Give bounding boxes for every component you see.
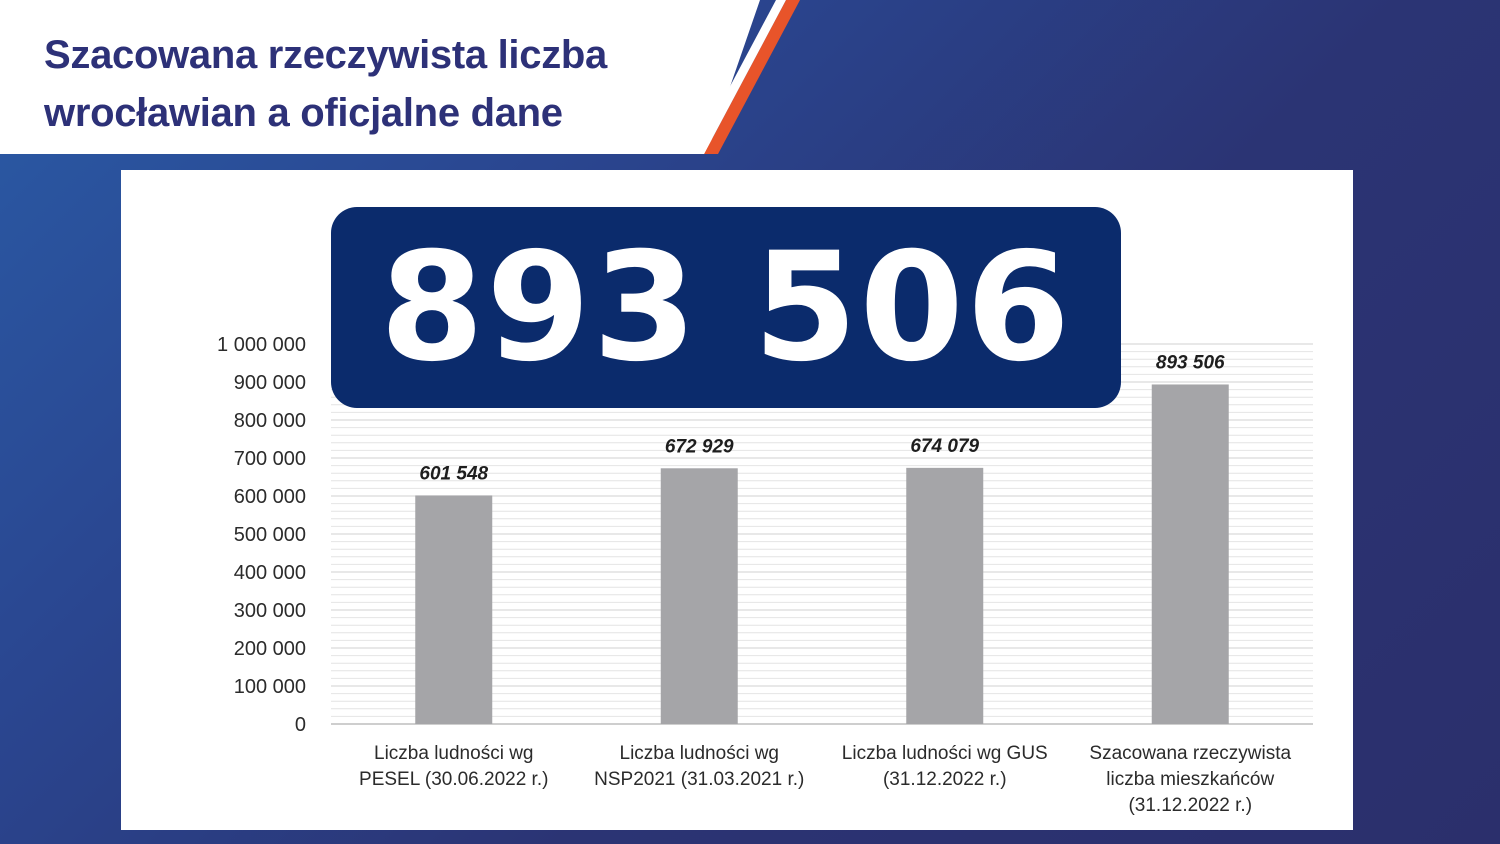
x-tick-label: Liczba ludności wg (620, 743, 779, 764)
bar (906, 467, 984, 724)
y-tick-label: 1 000 000 (217, 334, 306, 356)
title-band (0, 0, 760, 154)
x-tick-label: (31.12.2022 r.) (1128, 795, 1252, 816)
x-tick-label: liczba mieszkańców (1106, 769, 1274, 790)
highlight-number-box: 893 506 (331, 207, 1121, 408)
data-label: 672 929 (665, 436, 734, 457)
x-tick-label: PESEL (30.06.2022 r.) (359, 769, 548, 790)
y-tick-label: 600 000 (234, 486, 306, 508)
page-title: Szacowana rzeczywista liczba wrocławian … (44, 33, 607, 135)
data-label: 601 548 (419, 463, 488, 484)
accent-stripe-outer (704, 0, 800, 154)
chart-card: 0 100 000 200 000 300 000 400 000 500 000 600 … (121, 170, 1353, 830)
highlight-number: 893 506 (379, 220, 1073, 395)
x-tick-label: Liczba ludności wg GUS (842, 743, 1048, 764)
y-tick-label: 0 (295, 714, 306, 736)
y-tick-label: 400 000 (234, 562, 306, 584)
accent-stripes (694, 0, 800, 154)
accent-stripe-white (694, 0, 786, 154)
x-tick-label: Liczba ludności wg (374, 743, 533, 764)
y-tick-label: 200 000 (234, 638, 306, 660)
y-tick-label: 800 000 (234, 410, 306, 432)
bar (415, 495, 493, 724)
x-tick-label: (31.12.2022 r.) (883, 769, 1007, 790)
bar-chart: 0 100 000 200 000 300 000 400 000 500 000 600 … (217, 334, 1313, 816)
y-tick-label: 500 000 (234, 524, 306, 546)
y-tick-label: 300 000 (234, 600, 306, 622)
data-label: 674 079 (910, 436, 979, 457)
data-label: 893 506 (1156, 352, 1225, 373)
y-tick-label: 100 000 (234, 676, 306, 698)
bar (1151, 384, 1229, 724)
y-tick-label: 900 000 (234, 372, 306, 394)
bar (660, 468, 738, 724)
x-tick-label: NSP2021 (31.03.2021 r.) (594, 769, 804, 790)
y-tick-label: 700 000 (234, 448, 306, 470)
x-tick-label: Szacowana rzeczywista (1089, 743, 1291, 764)
